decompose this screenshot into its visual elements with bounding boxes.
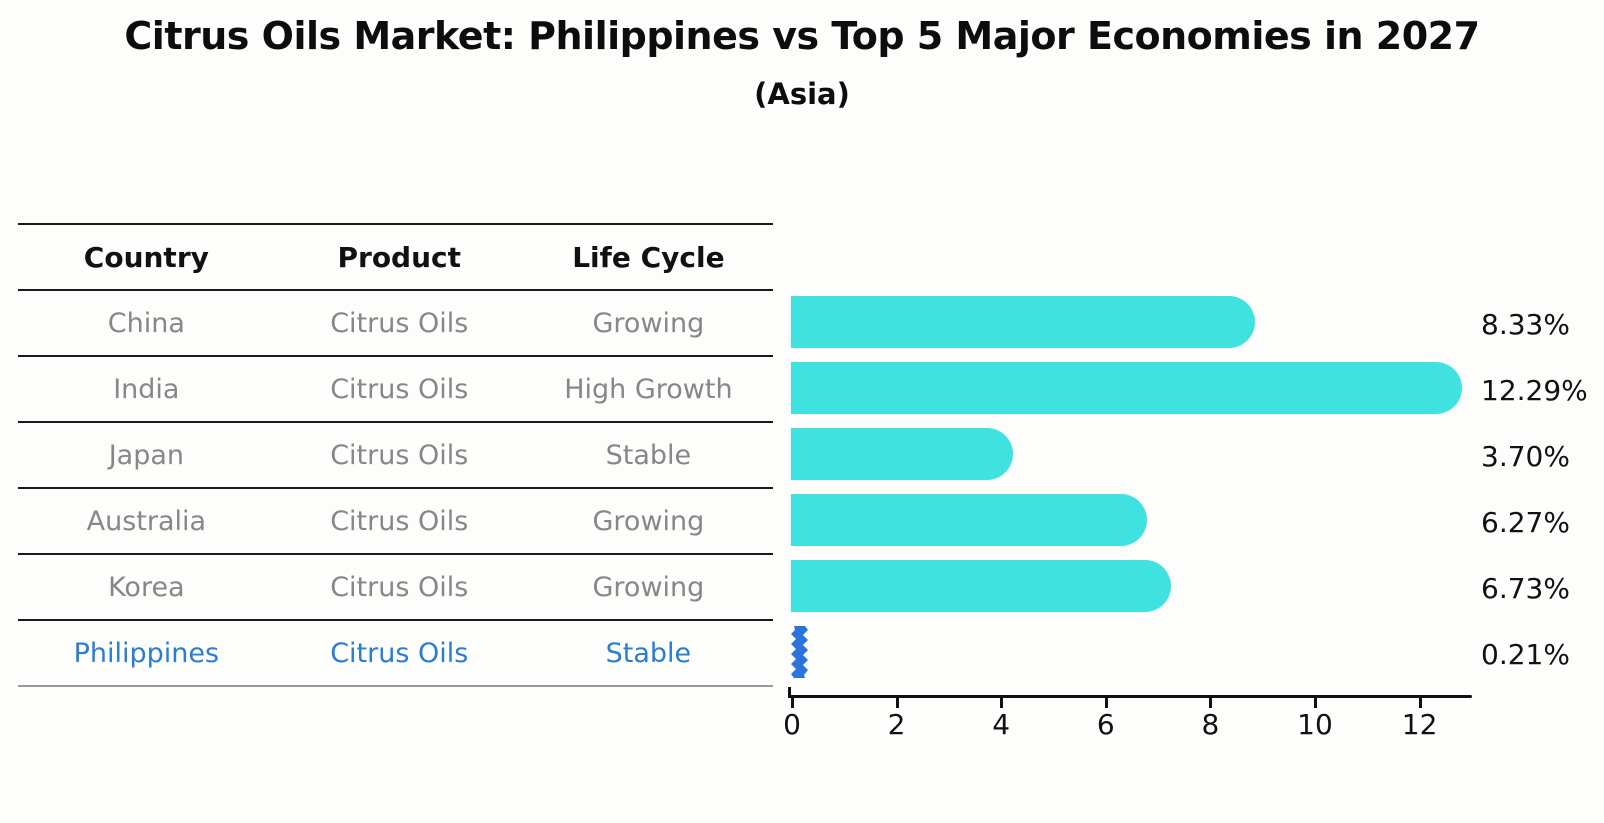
bar-korea [791,560,1171,612]
bar-australia [791,494,1147,546]
table-row-philippines: Philippines Citrus Oils Stable [18,621,773,687]
x-tick-2 [895,698,899,708]
cell-korea-product: Citrus Oils [330,571,469,603]
value-label-philippines: 0.21% [1481,638,1570,671]
cell-india-country: India [113,373,180,405]
column-header-product: Product [337,240,462,274]
x-tick-label-12: 12 [1401,708,1438,741]
cell-japan-country: Japan [108,439,184,471]
value-label-korea: 6.73% [1481,572,1570,605]
table-row-japan: Japan Citrus Oils Stable [18,423,773,489]
table-body: China Citrus Oils Growing India Citrus Oils H… [18,291,773,687]
cell-china-country: China [107,307,185,339]
x-tick-8 [1209,698,1213,708]
bar-japan [791,428,1013,480]
table-row-china: China Citrus Oils Growing [18,291,773,357]
cell-philippines-product: Citrus Oils [330,637,469,669]
cell-australia-product: Citrus Oils [330,505,469,537]
x-tick-label-2: 2 [887,708,906,741]
x-axis-line [788,695,1472,698]
cell-japan-product: Citrus Oils [330,439,469,471]
x-tick-12 [1418,698,1422,708]
data-table: Country Product Life Cycle China Citrus O… [18,223,773,687]
table-header-row: Country Product Life Cycle [18,223,773,291]
chart-title: Citrus Oils Market: Philippines vs Top 5… [124,14,1480,58]
column-header-life-cycle: Life Cycle [572,240,725,274]
x-tick-0 [791,698,794,708]
x-tick-label-0: 0 [783,708,801,741]
x-tick-6 [1104,698,1108,708]
table-row-korea: Korea Citrus Oils Growing [18,555,773,621]
cell-india-life-cycle: High Growth [564,373,733,405]
x-tick-4 [1000,698,1004,708]
bar-philippines [791,626,808,678]
cell-australia-country: Australia [86,505,207,537]
chart-subtitle: (Asia) [754,77,850,111]
x-tick-label-4: 4 [992,708,1011,741]
value-label-india: 12.29% [1481,374,1588,407]
value-label-japan: 3.70% [1481,440,1570,473]
cell-korea-life-cycle: Growing [592,571,705,603]
cell-china-product: Citrus Oils [330,307,469,339]
cell-korea-country: Korea [108,571,185,603]
cell-china-life-cycle: Growing [592,307,705,339]
value-label-china: 8.33% [1481,308,1570,341]
cell-india-product: Citrus Oils [330,373,469,405]
cell-philippines-country: Philippines [73,637,220,669]
cell-philippines-life-cycle: Stable [605,637,692,669]
value-label-australia: 6.27% [1481,506,1570,539]
cell-australia-life-cycle: Growing [592,505,705,537]
x-tick-label-8: 8 [1201,708,1220,741]
x-axis-corner [788,687,791,698]
bar-india [791,362,1462,414]
column-header-country: Country [83,240,209,274]
x-tick-label-10: 10 [1297,708,1333,741]
table-row-australia: Australia Citrus Oils Growing [18,489,773,555]
table-row-india: India Citrus Oils High Growth [18,357,773,423]
x-tick-10 [1314,698,1317,708]
bar-china [791,296,1255,348]
x-tick-label-6: 6 [1096,708,1115,741]
cell-japan-life-cycle: Stable [605,439,692,471]
